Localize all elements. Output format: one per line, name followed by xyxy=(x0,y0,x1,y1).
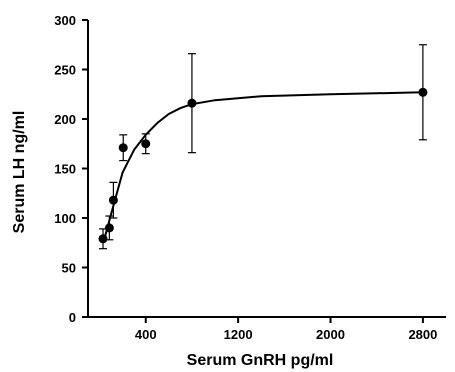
data-point xyxy=(118,143,128,153)
data-point xyxy=(418,87,428,97)
y-tick-label: 250 xyxy=(54,63,76,78)
x-tick-label: 400 xyxy=(135,327,157,342)
x-tick-label: 1200 xyxy=(224,327,253,342)
data-point xyxy=(108,195,118,205)
tick-labels-layer: 0 50 100 150 200 250 300 400 1200 2000 2800 xyxy=(54,13,437,342)
y-tick-label: 150 xyxy=(54,162,76,177)
data-point xyxy=(187,98,197,108)
fitted-curve xyxy=(103,91,423,241)
y-tick-label: 300 xyxy=(54,13,76,28)
data-point xyxy=(98,234,108,244)
y-axis-title: Serum LH ng/ml xyxy=(11,111,28,234)
x-tick-label: 2800 xyxy=(408,327,437,342)
data-point xyxy=(104,223,114,233)
y-tick-label: 100 xyxy=(54,211,76,226)
y-tick-label: 200 xyxy=(54,112,76,127)
axes xyxy=(82,19,446,323)
x-tick-label: 2000 xyxy=(316,327,345,342)
y-tick-label: 50 xyxy=(62,261,76,276)
y-tick-label: 0 xyxy=(69,310,76,325)
data-point xyxy=(141,139,151,149)
data-points-layer xyxy=(98,87,428,244)
x-axis-title: Serum GnRH pg/ml xyxy=(187,352,334,369)
fitted-curve-layer xyxy=(103,91,423,241)
